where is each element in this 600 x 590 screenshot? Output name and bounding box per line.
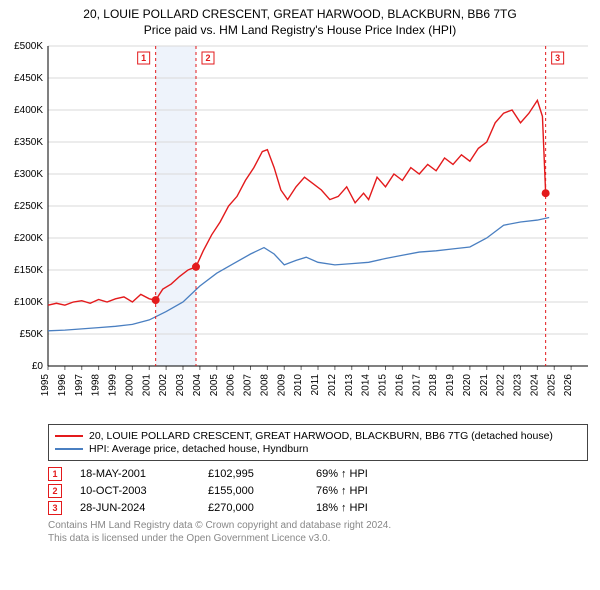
svg-text:2026: 2026 — [563, 374, 574, 397]
svg-text:2008: 2008 — [259, 374, 270, 397]
svg-text:1995: 1995 — [40, 374, 51, 397]
event-pct-3: 18% — [316, 502, 338, 514]
up-arrow-icon: ↑ — [341, 502, 347, 514]
event-row-1: 1 18-MAY-2001 £102,995 69% ↑ HPI — [48, 467, 588, 481]
event-marker-2: 2 — [48, 484, 62, 498]
svg-text:2007: 2007 — [243, 374, 254, 397]
event-marker-3: 3 — [48, 501, 62, 515]
copyright-line-1: Contains HM Land Registry data © Crown c… — [48, 519, 588, 532]
title-line-1: 20, LOUIE POLLARD CRESCENT, GREAT HARWOO… — [8, 6, 592, 22]
legend: 20, LOUIE POLLARD CRESCENT, GREAT HARWOO… — [48, 424, 588, 461]
svg-text:1998: 1998 — [91, 374, 102, 397]
svg-text:2010: 2010 — [293, 374, 304, 397]
svg-text:2016: 2016 — [394, 374, 405, 397]
svg-text:2006: 2006 — [226, 374, 237, 397]
svg-text:2002: 2002 — [158, 374, 169, 397]
svg-text:£450K: £450K — [14, 73, 43, 84]
legend-item-price: 20, LOUIE POLLARD CRESCENT, GREAT HARWOO… — [55, 430, 581, 442]
event-date-3: 28-JUN-2024 — [80, 502, 190, 514]
svg-text:2001: 2001 — [141, 374, 152, 397]
svg-text:1996: 1996 — [57, 374, 68, 397]
svg-text:2015: 2015 — [378, 374, 389, 397]
svg-text:£500K: £500K — [14, 41, 43, 52]
chart-svg: £0 £50K £100K £150K £200K £250K £300K £350K £400… — [0, 40, 600, 418]
svg-text:1999: 1999 — [108, 374, 119, 397]
svg-text:2019: 2019 — [445, 374, 456, 397]
svg-text:2024: 2024 — [529, 374, 540, 397]
svg-text:3: 3 — [555, 53, 560, 63]
legend-swatch-hpi — [55, 448, 83, 450]
event-price-1: £102,995 — [208, 468, 298, 480]
copyright: Contains HM Land Registry data © Crown c… — [48, 519, 588, 545]
svg-text:£0: £0 — [32, 361, 44, 372]
event-rel-3: HPI — [350, 502, 368, 514]
legend-label-price: 20, LOUIE POLLARD CRESCENT, GREAT HARWOO… — [89, 430, 553, 442]
event-row-2: 2 10-OCT-2003 £155,000 76% ↑ HPI — [48, 484, 588, 498]
up-arrow-icon: ↑ — [341, 468, 347, 480]
copyright-line-2: This data is licensed under the Open Gov… — [48, 532, 588, 545]
svg-text:2: 2 — [205, 53, 210, 63]
svg-text:2020: 2020 — [462, 374, 473, 397]
svg-text:2009: 2009 — [276, 374, 287, 397]
svg-text:2025: 2025 — [546, 374, 557, 397]
up-arrow-icon: ↑ — [341, 485, 347, 497]
svg-text:2012: 2012 — [327, 374, 338, 397]
svg-text:£300K: £300K — [14, 169, 43, 180]
chart-area: £0 £50K £100K £150K £200K £250K £300K £350K £400… — [0, 40, 600, 418]
svg-text:2004: 2004 — [192, 374, 203, 397]
legend-label-hpi: HPI: Average price, detached house, Hynd… — [89, 443, 308, 455]
event-hpi-1: 69% ↑ HPI — [316, 468, 368, 480]
event-price-3: £270,000 — [208, 502, 298, 514]
svg-text:2018: 2018 — [428, 374, 439, 397]
event-hpi-2: 76% ↑ HPI — [316, 485, 368, 497]
svg-text:2023: 2023 — [513, 374, 524, 397]
legend-swatch-price — [55, 435, 83, 437]
svg-text:2014: 2014 — [361, 374, 372, 397]
svg-text:£50K: £50K — [20, 329, 44, 340]
svg-text:1997: 1997 — [74, 374, 85, 397]
svg-text:2000: 2000 — [124, 374, 135, 397]
svg-text:2017: 2017 — [411, 374, 422, 397]
event-date-1: 18-MAY-2001 — [80, 468, 190, 480]
event-price-2: £155,000 — [208, 485, 298, 497]
svg-text:£400K: £400K — [14, 105, 43, 116]
svg-text:£150K: £150K — [14, 265, 43, 276]
svg-text:£350K: £350K — [14, 137, 43, 148]
svg-text:2005: 2005 — [209, 374, 220, 397]
event-rel-1: HPI — [350, 468, 368, 480]
event-date-2: 10-OCT-2003 — [80, 485, 190, 497]
events-table: 1 18-MAY-2001 £102,995 69% ↑ HPI 2 10-OC… — [48, 467, 588, 515]
svg-text:£200K: £200K — [14, 233, 43, 244]
event-rel-2: HPI — [350, 485, 368, 497]
svg-text:1: 1 — [141, 53, 146, 63]
svg-text:2021: 2021 — [479, 374, 490, 397]
svg-text:2013: 2013 — [344, 374, 355, 397]
svg-text:2003: 2003 — [175, 374, 186, 397]
event-hpi-3: 18% ↑ HPI — [316, 502, 368, 514]
svg-text:£250K: £250K — [14, 201, 43, 212]
chart-container: 20, LOUIE POLLARD CRESCENT, GREAT HARWOO… — [0, 0, 600, 545]
svg-text:£100K: £100K — [14, 297, 43, 308]
svg-text:2011: 2011 — [310, 374, 321, 396]
event-marker-1: 1 — [48, 467, 62, 481]
legend-item-hpi: HPI: Average price, detached house, Hynd… — [55, 443, 581, 455]
event-row-3: 3 28-JUN-2024 £270,000 18% ↑ HPI — [48, 501, 588, 515]
title-block: 20, LOUIE POLLARD CRESCENT, GREAT HARWOO… — [0, 0, 600, 40]
title-line-2: Price paid vs. HM Land Registry's House … — [8, 22, 592, 38]
svg-text:2022: 2022 — [496, 374, 507, 397]
event-pct-2: 76% — [316, 485, 338, 497]
event-pct-1: 69% — [316, 468, 338, 480]
